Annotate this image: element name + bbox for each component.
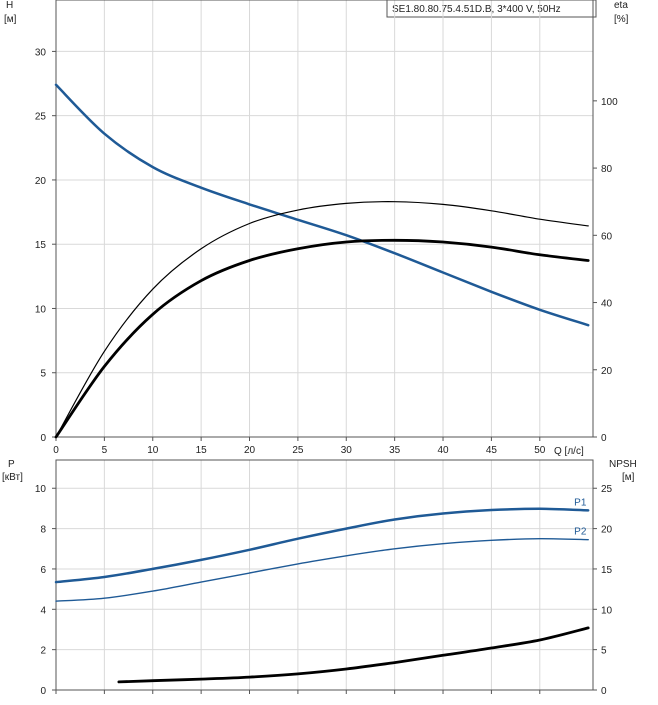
bottom-right-tick-label: 10 [601,605,613,616]
x-tick-label: 30 [341,445,353,456]
x-axis-label: Q [л/с] [554,446,584,457]
chart-marks-layer: 0 5 10 15 20 25 30 35 40 45 5005101520253002040608… [35,0,618,697]
top-left-tick-label: 0 [40,433,46,444]
bottom-series-line-2 [55,537,589,602]
bottom-right-tick-label: 5 [601,646,607,657]
x-tick-label: 0 [53,445,59,456]
bottom-left-tick-label: 2 [40,646,46,657]
top-left-axis-unit: [м] [4,14,17,25]
top-left-tick-label: 20 [35,176,47,187]
series-label-p1: P1 [574,497,587,508]
top-right-tick-label: 20 [601,366,613,377]
x-tick-label: 40 [437,445,449,456]
top-left-tick-label: 30 [35,47,47,58]
top-series-line-1 [54,83,590,327]
bottom-right-tick-label: 0 [601,686,607,697]
top-right-tick-label: 100 [601,97,618,108]
x-tick-label: 25 [292,445,304,456]
bottom-left-tick-label: 6 [40,565,46,576]
bottom-right-axis-title: NPSH [609,459,637,470]
bottom-left-axis-unit: [кВт] [2,472,23,483]
top-series-line-3 [54,238,590,439]
top-right-tick-label: 0 [601,433,607,444]
top-series-line-2 [55,201,589,438]
bottom-series-line-1 [54,507,590,584]
x-tick-label: 20 [244,445,256,456]
x-tick-label: 45 [486,445,498,456]
top-left-tick-label: 5 [40,369,46,380]
top-left-tick-label: 15 [35,240,47,251]
top-right-axis-unit: [%] [614,14,629,25]
series-label-p2: P2 [574,527,587,538]
top-right-tick-label: 40 [601,299,613,310]
bottom-left-tick-label: 10 [35,484,47,495]
x-tick-label: 35 [389,445,401,456]
chart-title: SE1.80.80.75.4.51D.B, 3*400 V, 50Hz [392,4,561,15]
bottom-right-axis-unit: [м] [622,472,635,483]
bottom-left-tick-label: 4 [40,605,46,616]
bottom-right-tick-label: 25 [601,484,613,495]
bottom-right-tick-label: 20 [601,525,613,536]
top-left-tick-label: 25 [35,112,47,123]
x-tick-label: 5 [102,445,108,456]
bottom-series-line-3 [117,626,590,684]
bottom-left-axis-title: P [8,459,15,470]
bottom-right-tick-label: 15 [601,565,613,576]
x-tick-label: 15 [196,445,208,456]
x-tick-label: 50 [534,445,546,456]
top-right-tick-label: 80 [601,164,613,175]
top-plot-frame [55,0,594,438]
top-right-axis-title: eta [614,0,628,11]
top-left-axis-title: H [6,0,13,11]
top-right-tick-label: 60 [601,231,613,242]
top-left-tick-label: 10 [35,304,47,315]
bottom-left-tick-label: 0 [40,686,46,697]
bottom-plot-frame [55,459,594,691]
x-tick-label: 10 [147,445,159,456]
bottom-left-tick-label: 8 [40,525,46,536]
